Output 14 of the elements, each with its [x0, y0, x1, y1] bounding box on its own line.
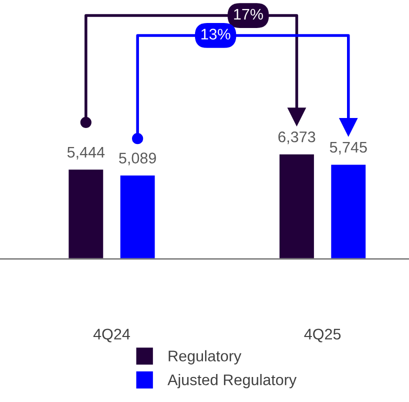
text: 13%	[201, 28, 230, 40]
x-tick-label: 4Q24	[93, 328, 130, 342]
bar	[118, 174, 156, 259]
bar	[278, 152, 316, 259]
legend-label: Ajusted Regulatory	[168, 374, 297, 388]
bar	[330, 163, 368, 259]
text: 17%	[234, 8, 263, 20]
bar	[67, 168, 105, 259]
data-label: 5,745	[330, 142, 367, 154]
legend-label: Regulatory	[168, 350, 242, 364]
data-label: 5,444	[67, 146, 105, 160]
data-label: 5,089	[119, 152, 156, 166]
data-label: 6,373	[278, 131, 316, 144]
x-tick-label: 4Q25	[304, 328, 341, 342]
